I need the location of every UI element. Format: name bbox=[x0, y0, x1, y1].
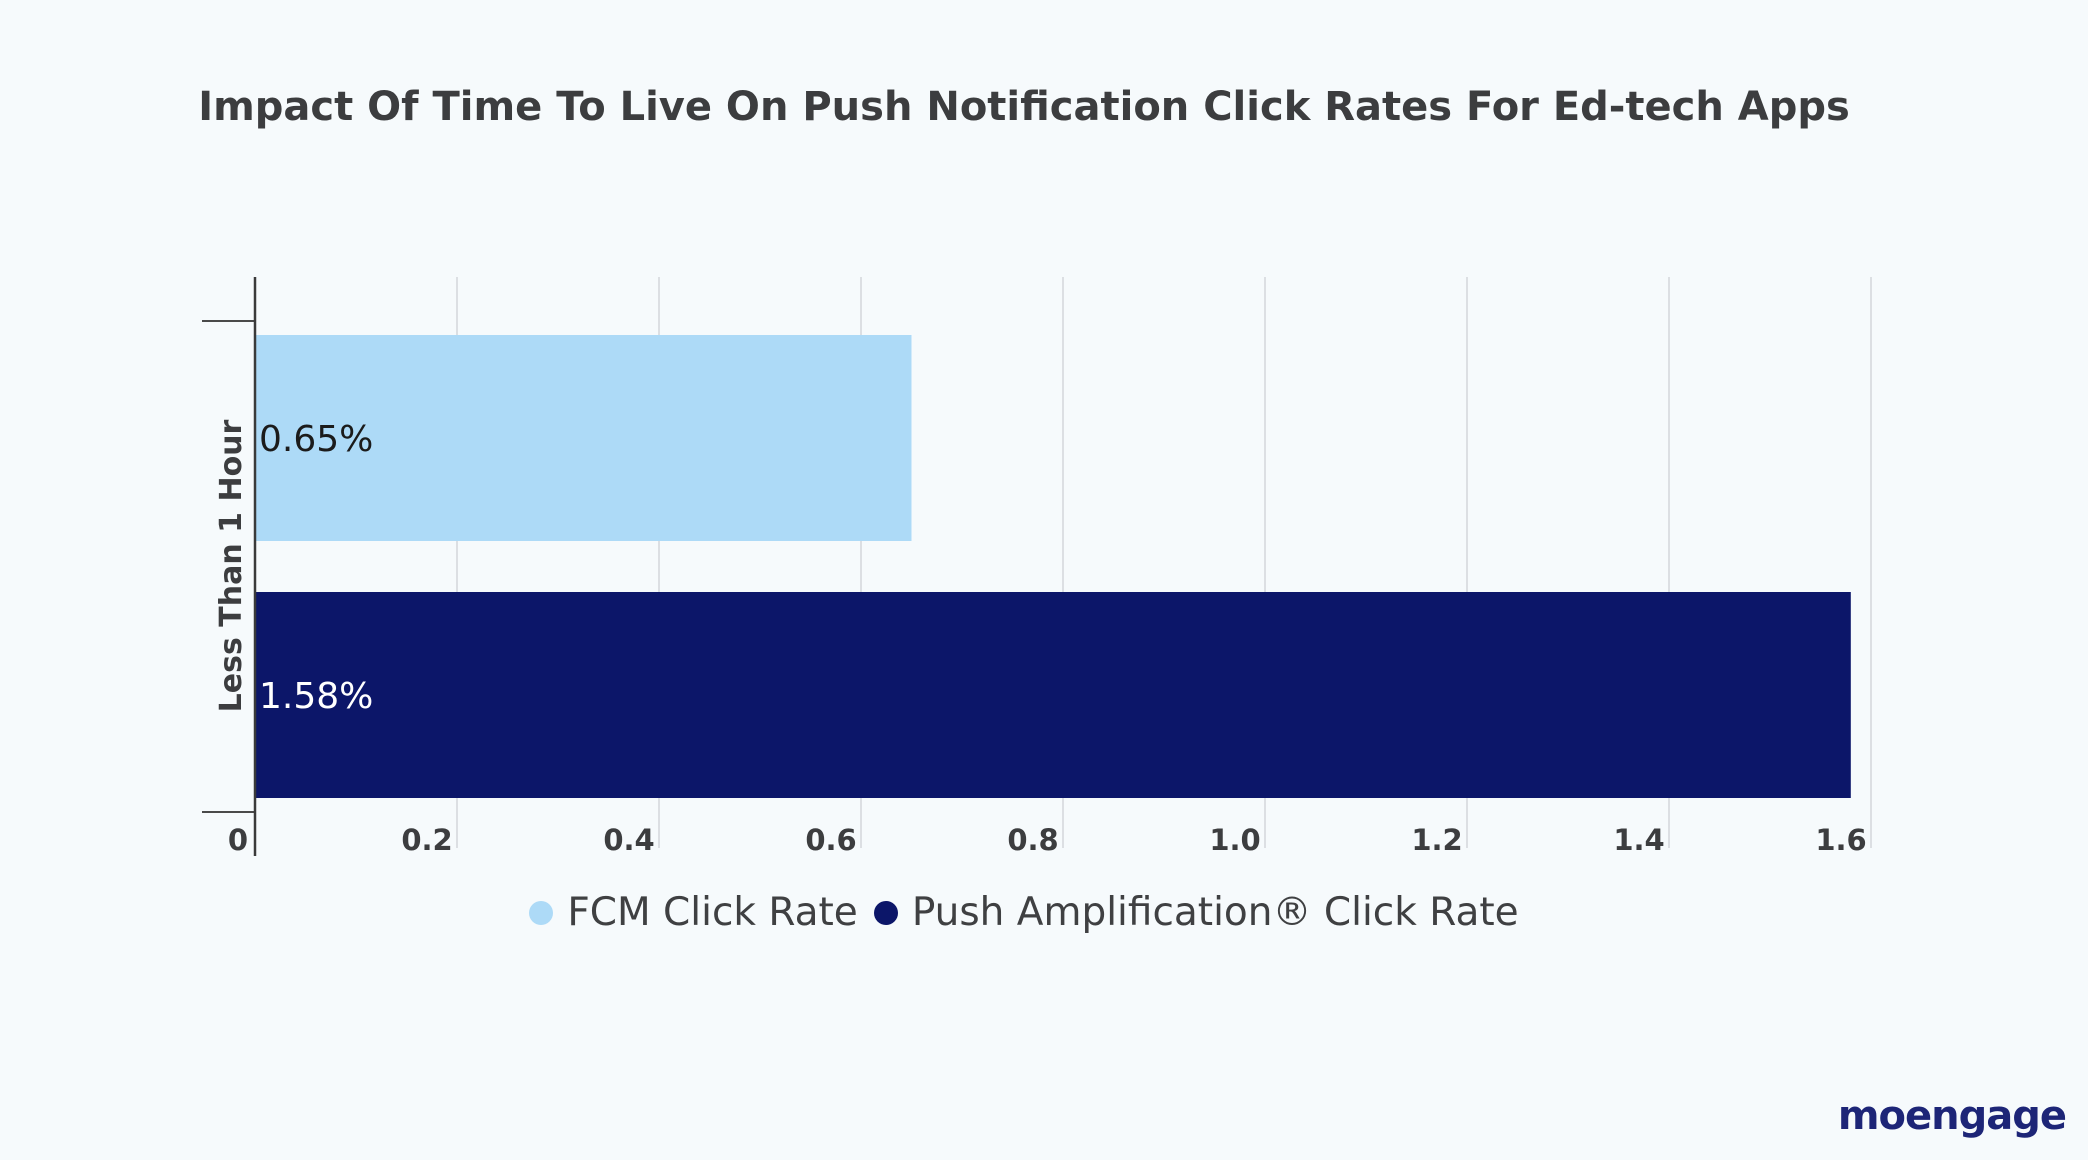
chart-title: Impact Of Time To Live On Push Notificat… bbox=[198, 84, 1850, 130]
x-tick-label-0.8: 0.8 bbox=[1007, 823, 1058, 857]
legend-swatch-fcm bbox=[529, 900, 554, 925]
x-tick-label-0.2: 0.2 bbox=[401, 823, 452, 857]
legend-item-fcm: FCM Click Rate bbox=[529, 890, 858, 935]
data-label-push-amplification: 1.58% bbox=[259, 676, 373, 717]
x-tick-label-1.0: 1.0 bbox=[1209, 823, 1260, 857]
bar-fcm bbox=[255, 335, 912, 541]
x-tick-label-0.4: 0.4 bbox=[603, 823, 654, 857]
x-tick-label-1.2: 1.2 bbox=[1411, 823, 1462, 857]
legend-label-fcm: FCM Click Rate bbox=[567, 890, 858, 935]
chart-legend: FCM Click Rate Push Amplification® Click… bbox=[0, 890, 2048, 935]
legend-swatch-push-amplification bbox=[873, 900, 898, 925]
x-tick-label-1.4: 1.4 bbox=[1613, 823, 1664, 857]
y-category-label: Less Than 1 Hour bbox=[214, 419, 249, 712]
data-label-fcm: 0.65% bbox=[259, 419, 373, 460]
bar-push-amplification bbox=[255, 592, 1851, 798]
legend-item-push-amplification: Push Amplification® Click Rate bbox=[873, 890, 1519, 935]
x-tick-label-1.6: 1.6 bbox=[1815, 823, 1866, 857]
x-tick-label-0: 0 bbox=[228, 823, 248, 857]
legend-label-push-amplification: Push Amplification® Click Rate bbox=[911, 890, 1519, 935]
moengage-logo: moengage bbox=[1837, 1093, 2067, 1139]
x-tick-label-0.6: 0.6 bbox=[805, 823, 856, 857]
